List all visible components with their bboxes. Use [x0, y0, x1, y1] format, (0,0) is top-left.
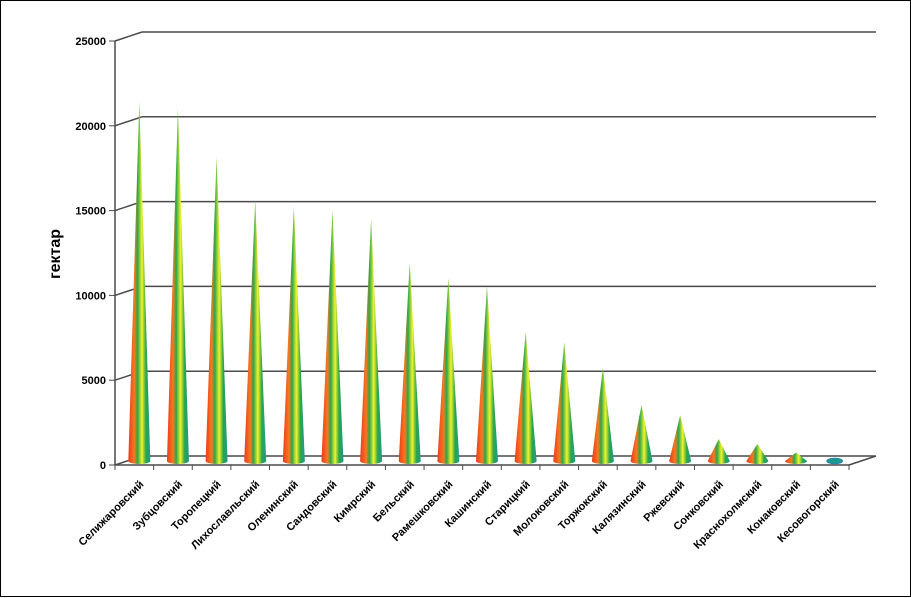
cone-bar	[826, 457, 843, 465]
gridline-side	[114, 116, 143, 127]
cone-bar	[514, 332, 537, 465]
cone-bar	[244, 199, 267, 465]
y-axis-label: гектар	[47, 229, 64, 279]
cone-bar	[476, 286, 498, 464]
axes	[109, 40, 877, 470]
cone-bar	[785, 452, 808, 465]
cone-bar	[321, 209, 344, 465]
x-category-labels: СелижаровскийЗубцовскийТоропецкийЛихосла…	[76, 479, 841, 552]
cone-bar	[398, 262, 421, 465]
y-tick-label: 5000	[82, 375, 106, 387]
y-tick-label: 15000	[75, 206, 106, 218]
y-tick-label: 0	[100, 460, 106, 472]
cone-bar	[553, 342, 576, 465]
cone-bar	[669, 415, 692, 465]
y-tick-label: 10000	[75, 290, 106, 302]
x-category-label: Краснохолмский	[692, 479, 765, 552]
cone-bar	[746, 444, 769, 465]
cone-bar	[128, 101, 151, 464]
x-category-label: Кимрский	[332, 479, 378, 525]
gridlines	[114, 31, 876, 466]
cone-bar	[707, 438, 730, 465]
x-category-label: Лихославльский	[189, 479, 262, 552]
y-tick-label: 25000	[75, 36, 106, 48]
cone-bar	[437, 277, 460, 465]
cone-bar	[282, 206, 305, 465]
cone-bar	[360, 218, 383, 465]
y-tick-label: 20000	[75, 121, 106, 133]
x-category-label: Селижаровский	[76, 479, 146, 549]
floor-right-edge	[848, 455, 877, 466]
gridline-side	[114, 31, 143, 42]
cone-bar	[166, 108, 189, 464]
cone-bar	[205, 157, 228, 465]
cone-bar	[591, 367, 614, 465]
cone-bar	[630, 405, 653, 465]
y-tick-labels: 0 5000 10000 15000 20000 25000	[75, 36, 106, 472]
cones	[128, 101, 843, 465]
